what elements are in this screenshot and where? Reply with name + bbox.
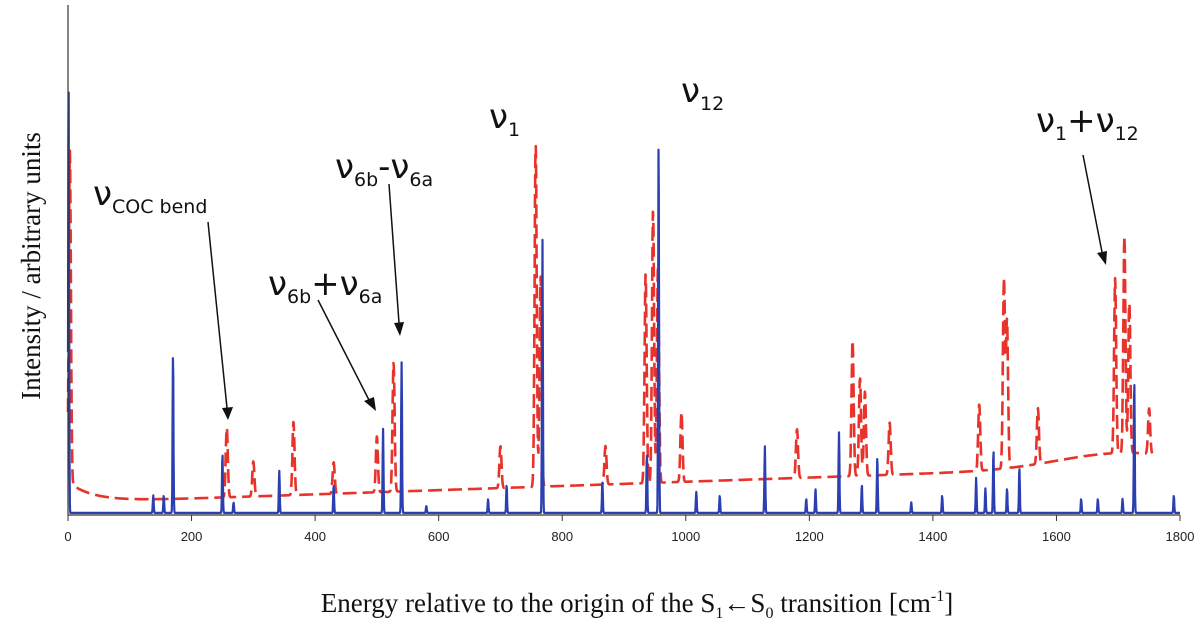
svg-text:ν6b+ν6a: ν6b+ν6a <box>268 264 382 308</box>
x-tick-label: 1000 <box>671 529 700 544</box>
svg-text:ν12: ν12 <box>681 71 724 115</box>
annotation-arrowhead <box>394 322 404 336</box>
annotation-v1-plus-v12: ν1+ν12 <box>1036 101 1139 265</box>
x-tick-label: 800 <box>551 529 573 544</box>
annotation-arrowhead <box>364 397 376 411</box>
x-tick-label: 400 <box>304 529 326 544</box>
annotation-arrow <box>317 299 370 401</box>
annotation-v12: ν12 <box>681 71 724 115</box>
x-tick-label: 200 <box>181 529 203 544</box>
annotation-arrow <box>207 221 228 409</box>
svg-text:ν6b-ν6a: ν6b-ν6a <box>335 147 433 191</box>
annotation-arrowhead <box>222 407 233 420</box>
annotation-arrowhead <box>1097 251 1107 265</box>
series-red-dashed-line <box>66 144 1154 501</box>
svg-text:ν1: ν1 <box>489 97 520 141</box>
annotation-arrow <box>388 183 400 324</box>
x-tick-label: 600 <box>428 529 450 544</box>
x-tick-label: 1800 <box>1166 529 1195 544</box>
x-tick-label: 0 <box>64 529 71 544</box>
annotation-v1: ν1 <box>489 97 520 141</box>
annotation-v6b-plus-v6a: ν6b+ν6a <box>268 264 382 411</box>
svg-text:νCOC bend: νCOC bend <box>93 174 207 218</box>
annotation-arrow <box>1082 154 1103 253</box>
x-tick-label: 1600 <box>1042 529 1071 544</box>
annotation-coc-bend: νCOC bend <box>93 174 233 420</box>
y-axis-title: Intensity / arbitrary units <box>16 132 46 400</box>
svg-text:ν1+ν12: ν1+ν12 <box>1036 101 1139 145</box>
x-tick-label: 1200 <box>795 529 824 544</box>
series-blue-solid-line <box>66 91 1181 514</box>
x-ticks: 0 200 400 600 800 1000 1200 1400 1600 1800 <box>64 515 1194 544</box>
plot-series <box>66 91 1181 514</box>
x-tick-label: 1400 <box>918 529 947 544</box>
annotation-v6b-minus-v6a: ν6b-ν6a <box>335 147 433 336</box>
x-axis-title: Energy relative to the origin of the S1←… <box>321 588 953 622</box>
